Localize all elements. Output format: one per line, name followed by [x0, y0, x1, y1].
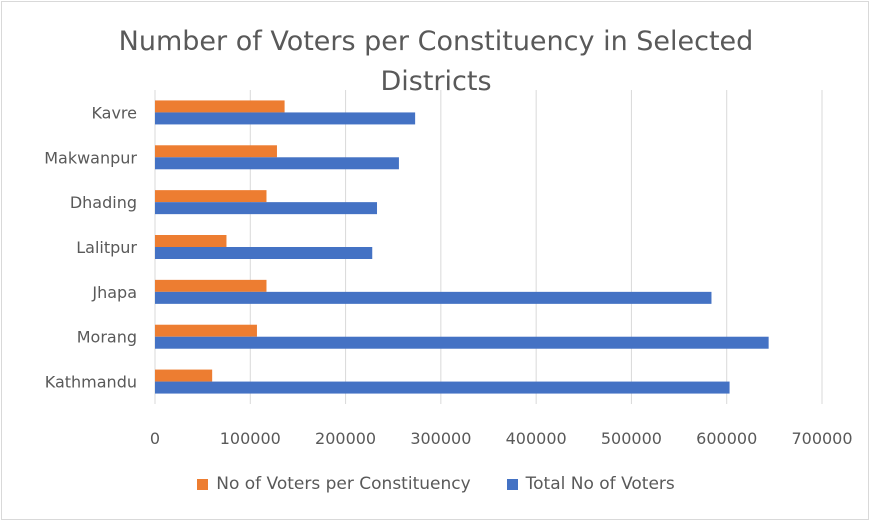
x-tick-label: 100000: [220, 429, 281, 448]
legend-item-total-voters: Total No of Voters: [506, 474, 675, 494]
legend-label-per-constituency: No of Voters per Constituency: [216, 474, 471, 494]
bar-per-constituency-morang: [155, 324, 257, 337]
bar-per-constituency-makwanpur: [155, 145, 277, 158]
bar-per-constituency-kavre: [155, 100, 285, 113]
x-tick-label: 600000: [696, 429, 757, 448]
category-label: Kathmandu: [45, 373, 137, 392]
legend-item-per-constituency: No of Voters per Constituency: [197, 474, 471, 494]
legend-label-total-voters: Total No of Voters: [525, 474, 675, 494]
category-label: Morang: [77, 328, 137, 347]
bar-total-voters-lalitpur: [155, 247, 373, 259]
bar-total-voters-kathmandu: [155, 381, 730, 394]
legend-swatch-per-constituency: [197, 478, 209, 490]
category-label: Dhading: [70, 193, 137, 212]
category-label: Jhapa: [91, 283, 137, 302]
bar-per-constituency-jhapa: [155, 279, 267, 292]
bar-per-constituency-dhading: [155, 190, 267, 203]
x-tick-label: 300000: [410, 429, 471, 448]
legend: No of Voters per Constituency Total No o…: [0, 474, 872, 494]
bar-per-constituency-kathmandu: [155, 369, 213, 382]
bar-total-voters-makwanpur: [155, 157, 399, 170]
category-label: Lalitpur: [76, 238, 137, 257]
legend-swatch-total-voters: [506, 478, 518, 490]
category-label: Makwanpur: [44, 148, 137, 167]
x-tick-label: 400000: [506, 429, 567, 448]
x-tick-label: 0: [150, 429, 160, 448]
category-label: Kavre: [91, 103, 137, 122]
bar-total-voters-morang: [155, 336, 769, 349]
bar-total-voters-kavre: [155, 112, 416, 125]
bar-total-voters-dhading: [155, 202, 378, 215]
x-tick-label: 200000: [315, 429, 376, 448]
x-tick-label: 700000: [791, 429, 852, 448]
bar-total-voters-jhapa: [155, 291, 712, 304]
x-tick-label: 500000: [601, 429, 662, 448]
chart-title: Number of Voters per Constituency in Sel…: [118, 26, 754, 97]
bar-per-constituency-lalitpur: [155, 235, 227, 247]
